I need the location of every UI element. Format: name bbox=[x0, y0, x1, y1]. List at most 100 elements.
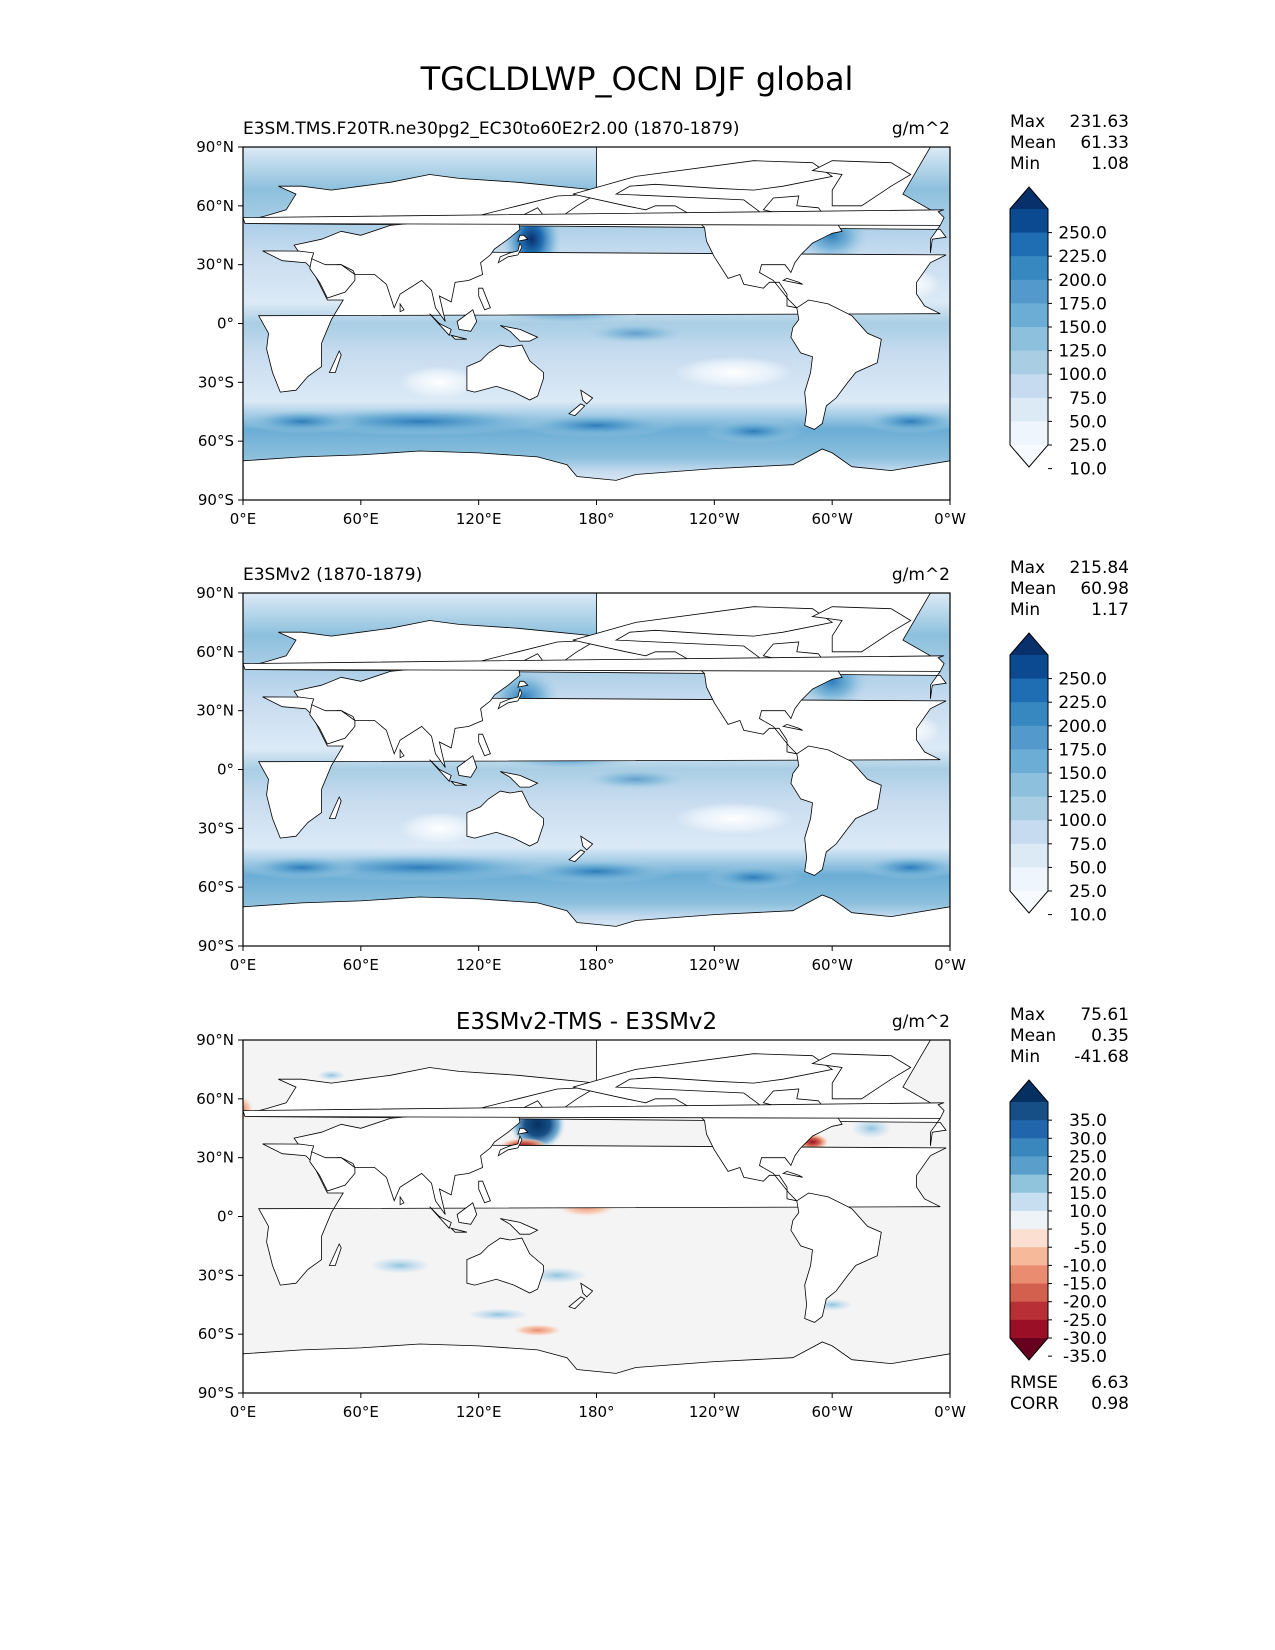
stat-value: 6.63 bbox=[1091, 1373, 1129, 1393]
land-asia-east bbox=[293, 193, 597, 322]
colorbar-bin bbox=[1010, 843, 1048, 868]
land-borneo bbox=[456, 1202, 478, 1225]
land-australia bbox=[466, 344, 544, 401]
land-cuba bbox=[781, 1170, 803, 1178]
colorbar-label: 25.0 bbox=[1069, 882, 1107, 902]
land-cuba bbox=[781, 723, 803, 731]
positive-anomaly-patch bbox=[317, 1070, 346, 1081]
colorbar-bin bbox=[1010, 350, 1048, 375]
colorbar-label: 10.0 bbox=[1069, 906, 1107, 926]
colorbar-label: 5.0 bbox=[1080, 1220, 1107, 1240]
stat-value: 215.84 bbox=[1070, 558, 1129, 578]
colorbar-label: 75.0 bbox=[1069, 835, 1107, 855]
colorbar-label: 225.0 bbox=[1058, 693, 1107, 713]
colorbar-bin bbox=[1010, 655, 1048, 680]
subtropical-low-patch bbox=[399, 366, 480, 399]
colorbar-bin bbox=[1010, 1156, 1048, 1176]
land-madagascar bbox=[328, 1243, 342, 1266]
x-tick-label: 0°W bbox=[934, 956, 966, 974]
colorbar-extend-min bbox=[1010, 891, 1048, 913]
x-tick-label: 0°W bbox=[934, 1403, 966, 1421]
colorbar-label: 250.0 bbox=[1058, 224, 1107, 244]
storm-track-patch bbox=[243, 409, 362, 434]
x-tick-label: 60°E bbox=[343, 1403, 379, 1421]
land-cuba bbox=[781, 277, 803, 285]
colorbar-label: 50.0 bbox=[1069, 412, 1107, 432]
colorbar: 250.0 225.0 200.0 175.0 150.0 125.0 100.0 75.0 5… bbox=[1009, 632, 1107, 926]
colorbar-bin bbox=[1010, 232, 1048, 257]
panel-title: E3SMv2 (1870-1879) bbox=[243, 565, 422, 585]
colorbar-extend-max bbox=[1010, 187, 1048, 209]
land-arabia bbox=[309, 1151, 356, 1192]
stat-label: Mean bbox=[1010, 579, 1056, 599]
stat-value: 60.98 bbox=[1080, 579, 1129, 599]
colorbar-label: 10.0 bbox=[1069, 460, 1107, 480]
x-tick-label: 180° bbox=[578, 1403, 614, 1421]
stat-value: 0.35 bbox=[1091, 1026, 1129, 1046]
positive-anomaly-patch bbox=[468, 1308, 529, 1321]
colorbar-bin bbox=[1010, 1138, 1048, 1157]
colorbar-bin bbox=[1010, 1283, 1048, 1303]
stat-value: 0.98 bbox=[1091, 1394, 1129, 1414]
subtropical-low-patch bbox=[673, 356, 794, 389]
land-sri-lanka bbox=[399, 748, 405, 759]
land-sri-lanka bbox=[399, 302, 405, 313]
colorbar: 35.030.025.020.015.010.05.0-5.0-10.0-15.… bbox=[1009, 1079, 1107, 1367]
x-tick-label: 120°W bbox=[689, 1403, 740, 1421]
colorbar-label: -20.0 bbox=[1063, 1293, 1107, 1313]
colorbar-bin bbox=[1010, 327, 1048, 352]
colorbar-extend-max bbox=[1010, 633, 1048, 655]
colorbar-bin bbox=[1010, 1174, 1048, 1194]
y-tick-label: 60°S bbox=[198, 878, 234, 896]
y-tick-label: 90°N bbox=[196, 1031, 234, 1049]
land-nz-south bbox=[568, 403, 586, 417]
colorbar-label: 25.0 bbox=[1069, 436, 1107, 456]
colorbar-extend-min bbox=[1010, 1338, 1048, 1360]
stat-label: Mean bbox=[1010, 1026, 1056, 1046]
colorbar-label: 15.0 bbox=[1069, 1184, 1107, 1204]
land-north-america bbox=[572, 606, 843, 755]
y-tick-label: 0° bbox=[217, 761, 234, 779]
x-tick-label: 180° bbox=[578, 956, 614, 974]
colorbar-bin bbox=[1010, 374, 1048, 399]
land-greenland bbox=[811, 1053, 912, 1100]
colorbar-bin bbox=[1010, 1301, 1048, 1321]
land-arabia bbox=[309, 704, 356, 745]
x-tick-label: 60°W bbox=[811, 1403, 853, 1421]
x-tick-label: 0°E bbox=[230, 1403, 257, 1421]
colorbar-bin bbox=[1010, 1102, 1048, 1121]
stat-value: 1.17 bbox=[1091, 600, 1129, 620]
colorbar-label: 30.0 bbox=[1069, 1129, 1107, 1149]
colorbar-bin bbox=[1010, 725, 1048, 750]
land-hokkaido bbox=[517, 680, 529, 688]
colorbar-label: -5.0 bbox=[1074, 1238, 1107, 1258]
land-uk bbox=[243, 209, 945, 226]
panel-title: E3SM.TMS.F20TR.ne30pg2_EC30to60E2r2.00 (… bbox=[243, 119, 740, 139]
land-antarctica bbox=[243, 448, 950, 500]
land-australia bbox=[466, 790, 544, 847]
x-tick-label: 0°E bbox=[230, 510, 257, 528]
colorbar-label: 200.0 bbox=[1058, 271, 1107, 291]
colorbar-extend-min bbox=[1010, 445, 1048, 467]
colorbar-label: 100.0 bbox=[1058, 365, 1107, 385]
land-madagascar bbox=[328, 796, 342, 819]
colorbar-bin bbox=[1010, 749, 1048, 774]
panel-reference: 0°E 60°E 120°E 180° 120°W 60°W 0°W 90°N 60°N 30°N… bbox=[196, 558, 1129, 974]
colorbar-label: 20.0 bbox=[1069, 1166, 1107, 1186]
land-nz-south bbox=[568, 1296, 586, 1310]
land-philippines bbox=[478, 1180, 491, 1204]
colorbar-bin bbox=[1010, 796, 1048, 821]
colorbar-bin bbox=[1010, 1210, 1048, 1230]
y-tick-label: 30°S bbox=[198, 1266, 234, 1284]
stat-label: RMSE bbox=[1010, 1373, 1058, 1393]
colorbar-label: 175.0 bbox=[1058, 294, 1107, 314]
land-nz-north bbox=[580, 389, 594, 405]
x-tick-label: 120°W bbox=[689, 510, 740, 528]
land-north-america bbox=[572, 1053, 843, 1202]
y-tick-label: 30°S bbox=[198, 373, 234, 391]
stat-label: Min bbox=[1010, 1047, 1040, 1067]
colorbar-bin bbox=[1010, 1120, 1048, 1139]
stat-value: 1.08 bbox=[1091, 154, 1129, 174]
land-antarctica bbox=[243, 894, 950, 946]
